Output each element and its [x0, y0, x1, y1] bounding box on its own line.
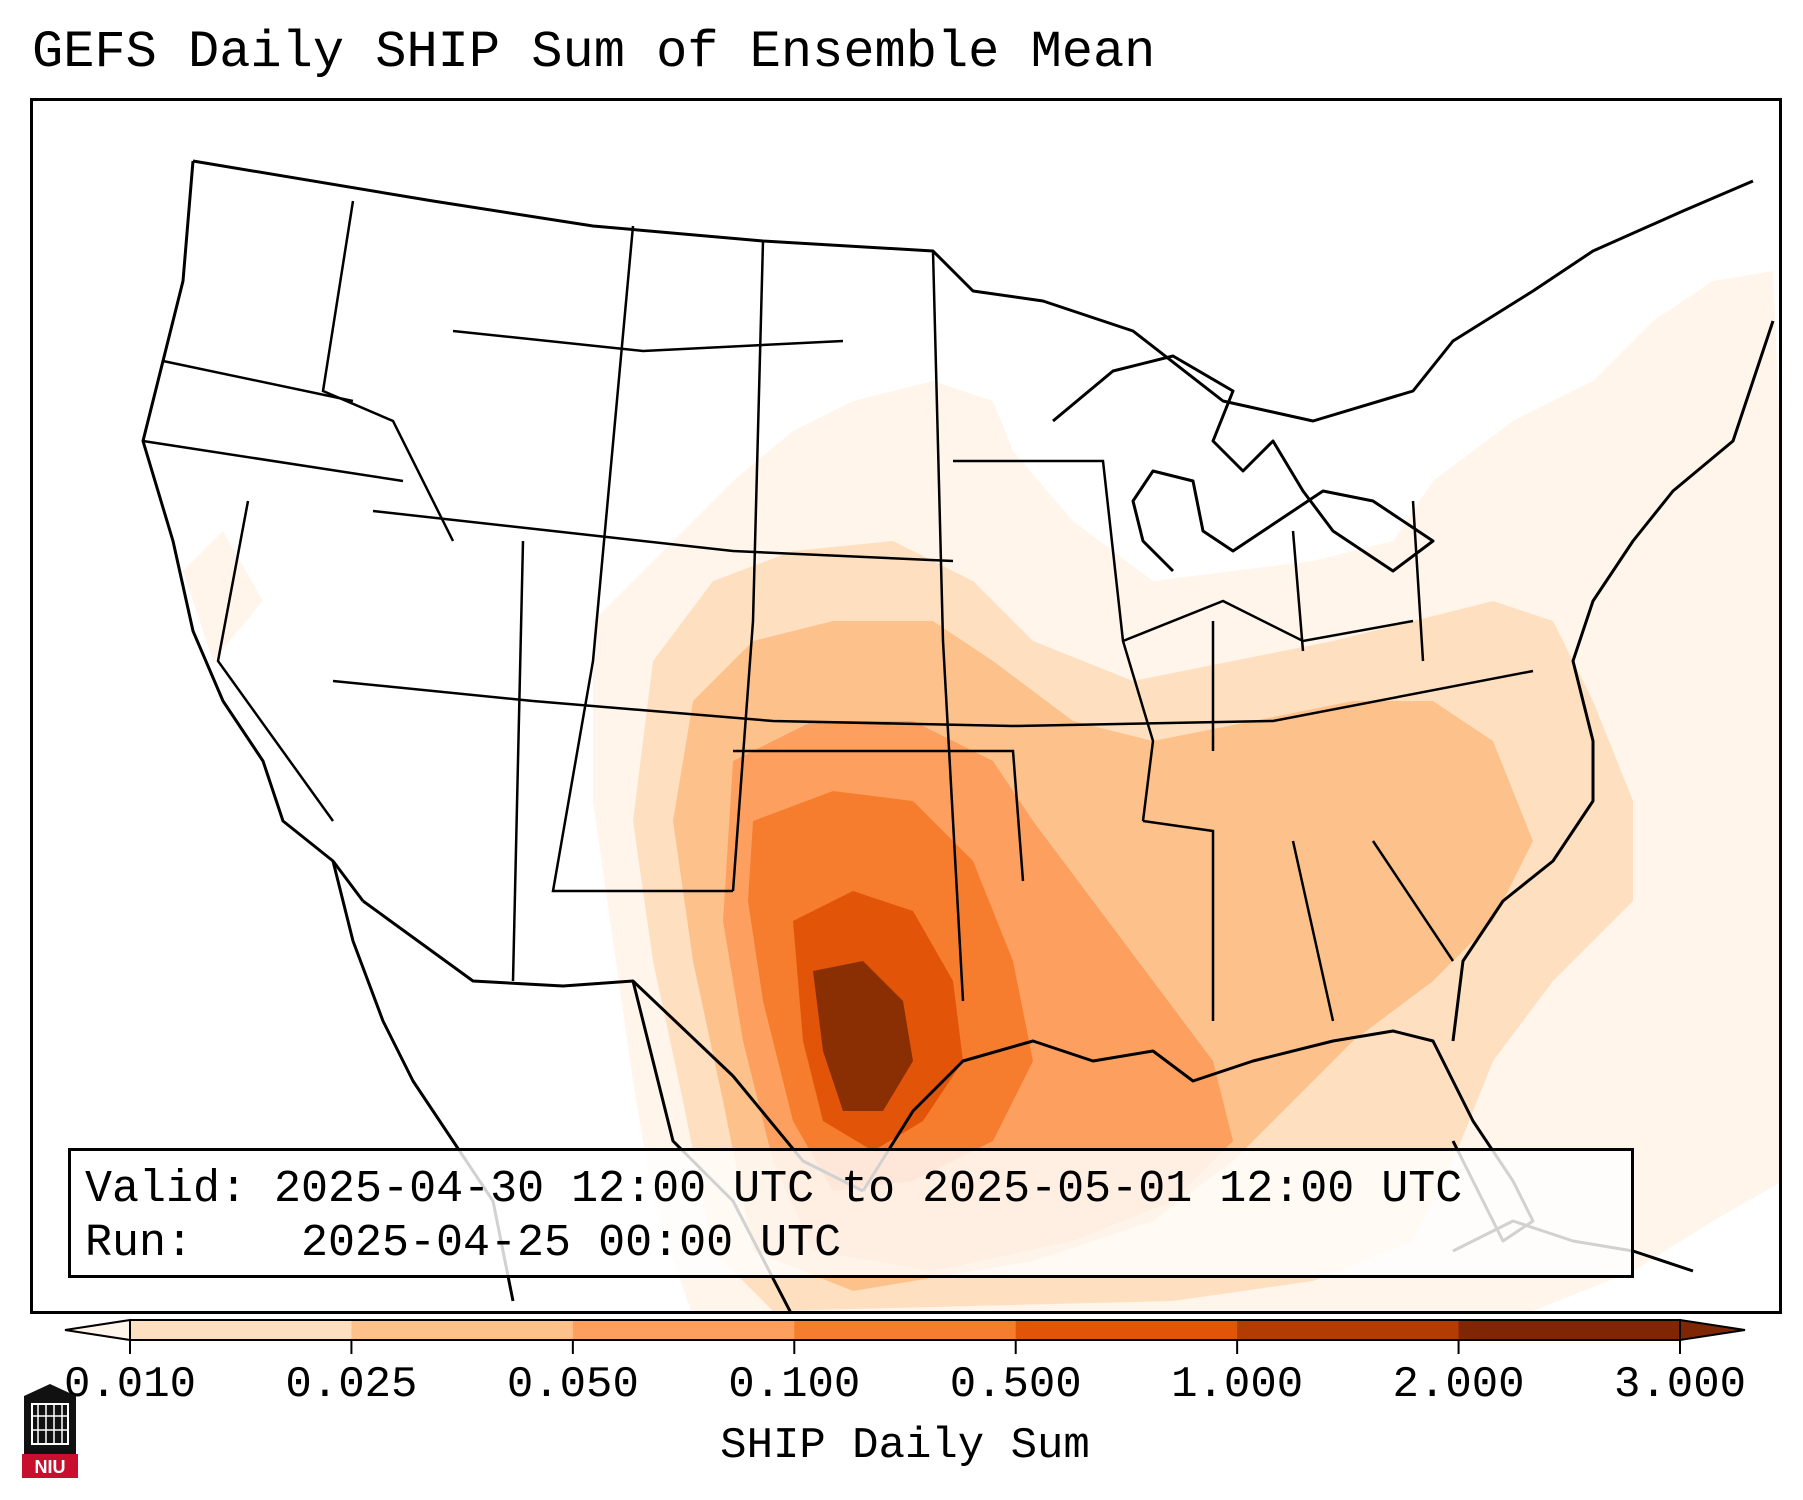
niu-logo: NIU [22, 1384, 78, 1478]
colorbar-extend-low [64, 1318, 131, 1342]
state-line-10 [1122, 599, 1414, 643]
state-line-4 [372, 509, 954, 563]
ship-contour-6 [813, 961, 913, 1111]
state-line-6 [551, 225, 733, 893]
colorbar-segment [1237, 1320, 1460, 1340]
ship-field [183, 271, 1779, 1311]
state-line-5 [332, 669, 1534, 728]
colorbar-tick-label: 0.050 [506, 1360, 639, 1410]
state-line-ca-nv [216, 500, 335, 822]
colorbar-segment [1015, 1320, 1238, 1340]
valid-value: 2025-04-30 12:00 UTC to 2025-05-01 12:00… [274, 1164, 1463, 1215]
us-canada-border [192, 159, 1754, 423]
valid-row: Valid: 2025-04-30 12:00 UTC to 2025-05-0… [85, 1163, 1617, 1217]
colorbar-segment [351, 1320, 574, 1340]
colorbar-label: SHIP Daily Sum [720, 1421, 1090, 1471]
map-panel [30, 98, 1782, 1314]
state-line-11 [1142, 819, 1455, 1022]
colorbar-tick-label: 0.010 [63, 1360, 197, 1410]
logo-text: NIU [35, 1457, 66, 1477]
colorbar-segment [794, 1320, 1017, 1340]
map-svg [141, 159, 1779, 1311]
state-line-id [321, 200, 455, 542]
info-box: Valid: 2025-04-30 12:00 UTC to 2025-05-0… [68, 1148, 1634, 1278]
colorbar-tick-label: 2.000 [1392, 1360, 1525, 1410]
state-line-7 [731, 240, 965, 1002]
colorbar-segment [130, 1320, 352, 1340]
colorbar-tick-label: 3.000 [1613, 1360, 1747, 1410]
state-lines [142, 200, 1534, 1022]
colorbar-tick-label: 0.500 [949, 1360, 1082, 1410]
west-coast [141, 160, 365, 902]
state-line-wa-or [162, 359, 354, 403]
colorbar-tick-label: 0.100 [728, 1360, 861, 1410]
colorbar-tick-label: 1.000 [1171, 1360, 1304, 1410]
run-label: Run: [85, 1218, 194, 1269]
colorbar-segments [64, 1318, 1746, 1342]
colorbar-extend-high [1679, 1318, 1746, 1342]
colorbar-ticks [129, 1340, 1681, 1354]
state-line-or-ca [142, 439, 404, 483]
colorbar-outline [129, 1319, 1681, 1341]
run-value: 2025-04-25 00:00 UTC [301, 1218, 842, 1269]
state-line-mt-wy [452, 329, 844, 353]
colorbar-segment [572, 1320, 795, 1340]
east-coast [1451, 320, 1775, 1042]
great-lakes [1052, 354, 1435, 573]
map-title: GEFS Daily SHIP Sum of Ensemble Mean [32, 23, 1156, 82]
colorbar-segment [1458, 1320, 1681, 1340]
state-line-8 [511, 540, 1025, 982]
colorbar [64, 1318, 1746, 1354]
colorbar-tick-label: 0.025 [285, 1360, 418, 1410]
valid-label: Valid: [85, 1164, 248, 1215]
run-row: Run: 2025-04-25 00:00 UTC [85, 1217, 1617, 1271]
state-line-12 [1211, 500, 1425, 751]
